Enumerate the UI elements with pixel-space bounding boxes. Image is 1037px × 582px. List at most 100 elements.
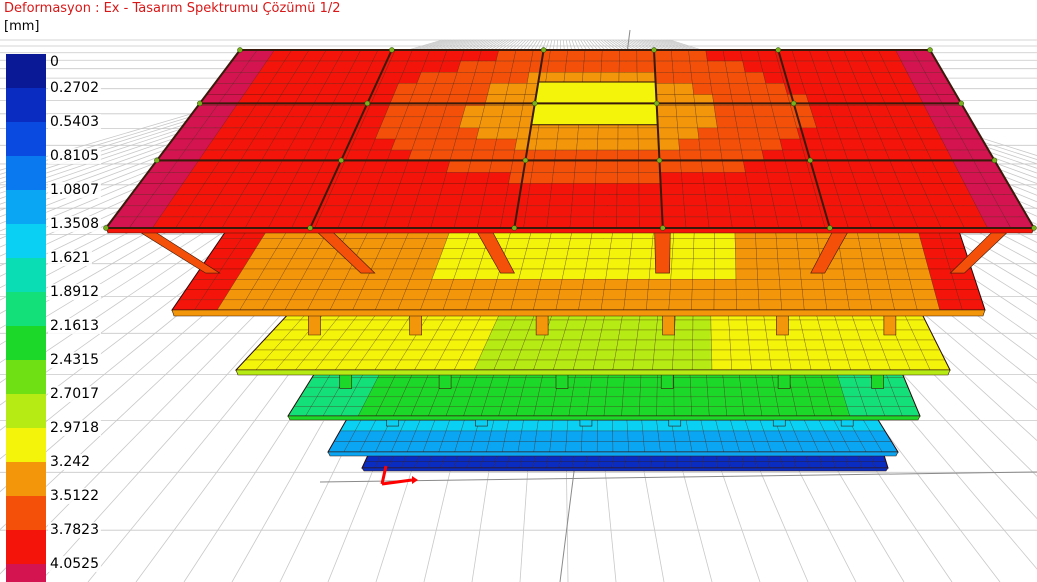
mesh-cell — [471, 72, 494, 84]
mesh-cell — [691, 289, 715, 300]
mesh-cell — [492, 60, 514, 73]
mesh-cell — [769, 359, 792, 371]
mesh-cell — [914, 299, 941, 311]
mesh-cell — [626, 420, 643, 432]
grid-line — [0, 39, 452, 184]
legend-entry: 2.4315 — [6, 352, 118, 394]
mesh-cell — [498, 116, 522, 129]
mesh-cell — [690, 72, 711, 84]
mesh-cell — [599, 329, 621, 341]
mesh-cell — [391, 194, 419, 206]
mesh-cell — [931, 279, 957, 290]
mesh-cell — [765, 83, 788, 95]
mesh-cell — [617, 172, 640, 184]
mesh-cell — [382, 161, 409, 173]
mesh-cell — [743, 406, 763, 417]
mesh-cell — [490, 289, 517, 300]
mesh-cell — [701, 161, 725, 173]
mesh-cell — [844, 216, 872, 229]
mesh-cell — [530, 172, 554, 184]
mesh-cell — [442, 299, 470, 311]
mesh-cell — [647, 279, 671, 290]
mesh-cell — [745, 172, 770, 184]
mesh-cell — [399, 172, 426, 184]
mesh-cell — [430, 216, 458, 229]
mesh-cell — [347, 194, 375, 206]
mesh-cell — [397, 248, 423, 259]
mesh-cell — [820, 461, 836, 469]
mesh-cell — [521, 420, 539, 432]
mesh-cell — [582, 60, 602, 73]
mesh-cell — [342, 205, 371, 218]
mesh-cell — [740, 387, 760, 397]
mesh-cell — [421, 172, 447, 184]
mesh-cell — [809, 396, 830, 407]
mesh-cell — [837, 377, 859, 388]
mesh-cell — [431, 83, 454, 95]
mesh-cell — [846, 406, 868, 417]
mesh-cell — [722, 161, 746, 173]
mesh-cell — [547, 205, 573, 218]
mesh-cell — [698, 138, 721, 151]
mesh-cell — [570, 396, 590, 407]
mesh-cell — [504, 194, 529, 206]
mesh-cell — [587, 396, 607, 407]
mesh-cell — [746, 319, 767, 331]
mesh-cell — [601, 49, 620, 62]
mesh-cell — [647, 289, 671, 300]
mesh-cell — [756, 258, 779, 270]
mesh-cell — [508, 72, 530, 84]
node-marker — [237, 47, 243, 53]
node-marker — [958, 100, 964, 107]
mesh-cell — [481, 194, 507, 206]
mesh-cell — [595, 172, 618, 184]
legend-value: 1.621 — [48, 250, 93, 266]
mesh-cell — [472, 377, 494, 388]
legend-swatch — [6, 428, 46, 462]
mesh-cell — [438, 60, 461, 73]
mesh-cell — [612, 441, 629, 453]
mesh-cell — [548, 49, 568, 62]
mesh-cell — [553, 359, 576, 371]
mesh-cell — [858, 238, 882, 249]
mesh-cell — [533, 359, 557, 371]
mesh-cell — [827, 161, 853, 173]
mesh-cell — [539, 339, 563, 351]
node-marker — [338, 157, 344, 164]
mesh-cell — [497, 349, 522, 361]
mesh-cell — [373, 183, 401, 195]
mesh-cell — [670, 268, 694, 280]
mesh-cell — [639, 387, 658, 397]
mesh-cell — [789, 359, 812, 371]
node-marker — [364, 100, 371, 107]
mesh-cell — [726, 72, 748, 84]
mesh-cell — [506, 83, 528, 95]
mesh-cell — [911, 289, 938, 300]
mesh-cell — [844, 279, 869, 290]
mesh-cell — [692, 359, 713, 371]
mesh-cell — [397, 299, 425, 311]
mesh-cell — [794, 461, 810, 469]
mesh-cell — [601, 319, 622, 331]
mesh-cell — [612, 430, 629, 442]
mesh-cell — [609, 238, 633, 249]
mesh-cell — [742, 60, 764, 73]
mesh-cell — [505, 238, 530, 249]
mesh-cell — [420, 299, 447, 311]
mesh-cell — [443, 172, 469, 184]
mesh-cell — [417, 183, 444, 195]
mesh-cell — [419, 116, 444, 129]
mesh-cell — [473, 430, 492, 442]
mesh-cell — [707, 387, 726, 397]
legend-entry: 2.9718 — [6, 420, 118, 462]
mesh-cell — [826, 396, 848, 407]
mesh-cell — [449, 396, 471, 407]
mesh-cell — [843, 396, 865, 407]
legend-entry: 1.8912 — [6, 284, 118, 326]
node-marker — [790, 100, 797, 107]
mesh-cell — [446, 289, 473, 300]
slab-edge — [171, 309, 986, 317]
mesh-cell — [547, 238, 571, 249]
node-marker — [927, 47, 933, 53]
